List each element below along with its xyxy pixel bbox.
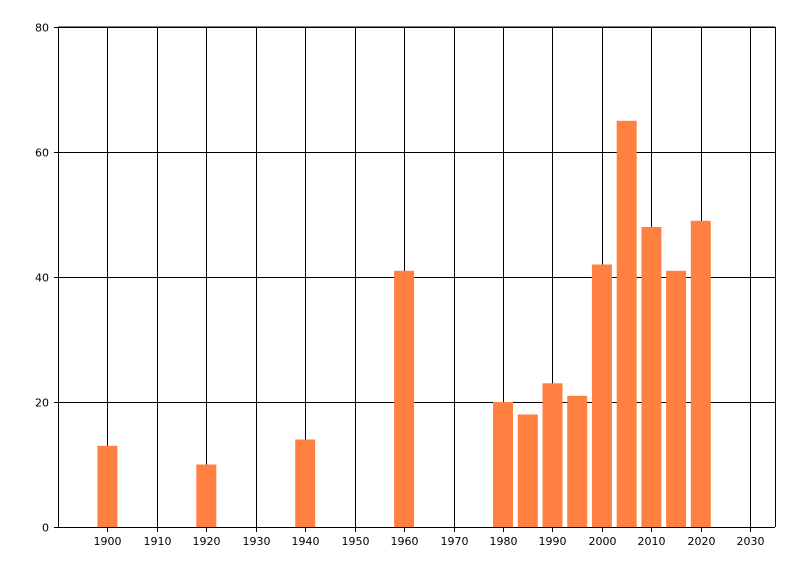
bar-1920: [196, 464, 217, 527]
x-tick-label: 2010: [638, 535, 666, 548]
bar-2005: [616, 120, 637, 528]
x-tick-label: 2000: [589, 535, 617, 548]
y-tick-label: 40: [35, 272, 49, 285]
x-tick-label: 1950: [342, 535, 370, 548]
bar-1985: [517, 414, 538, 527]
y-tick-label: 80: [35, 22, 49, 35]
bars: [97, 120, 711, 528]
x-tick-label: 1980: [490, 535, 518, 548]
axes: [54, 27, 775, 532]
y-tick-label: 0: [42, 522, 49, 535]
y-tick-label: 20: [35, 397, 49, 410]
x-tick-label: 1920: [193, 535, 221, 548]
bar-1995: [567, 395, 588, 528]
x-tick-label: 1910: [144, 535, 172, 548]
x-tick-label: 2030: [737, 535, 765, 548]
bar-1980: [493, 402, 513, 527]
x-tick-label: 1990: [539, 535, 567, 548]
x-tick-label: 1960: [391, 535, 419, 548]
bar-1990: [542, 383, 563, 528]
x-tick-label: 1900: [94, 535, 122, 548]
bar-2000: [591, 264, 612, 527]
tick-labels: 0 20 40 60 80 1900 1910 1920 1930 1940 1950 1960 197…: [35, 22, 765, 549]
x-tick-label: 1930: [243, 535, 271, 548]
x-tick-label: 2020: [688, 535, 716, 548]
bar-2015: [666, 270, 687, 528]
bar-2020: [690, 220, 711, 528]
x-tick-label: 1940: [292, 535, 320, 548]
bar-1900: [97, 445, 118, 528]
bar-2010: [641, 227, 662, 527]
bar-1940: [295, 439, 316, 527]
x-tick-label: 1970: [441, 535, 469, 548]
bar-1960: [394, 270, 415, 528]
y-tick-label: 60: [35, 147, 49, 160]
